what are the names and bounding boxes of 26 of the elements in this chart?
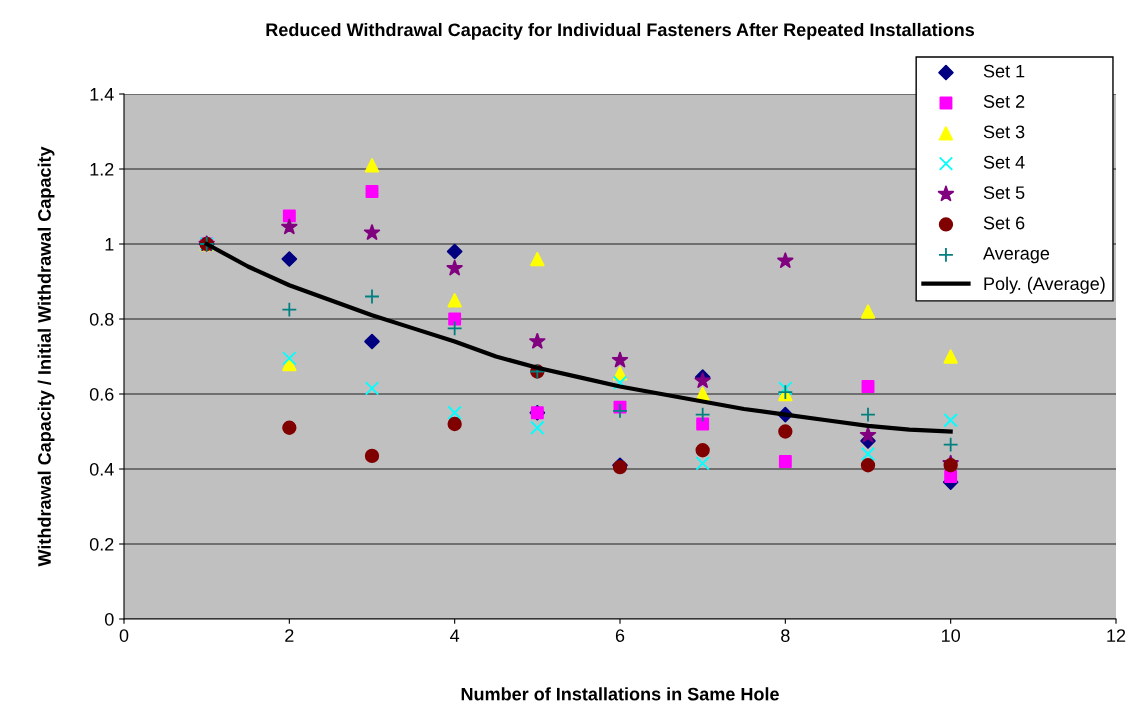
y-tick-label: 0.8 xyxy=(89,312,114,326)
x-tick-label: 10 xyxy=(942,629,960,642)
y-tick-label: 0 xyxy=(104,612,114,626)
y-axis-title: Withdrawal Capacity / Initial Withdrawal Capacity xyxy=(37,146,55,567)
legend-label: Set 3 xyxy=(983,125,1025,139)
x-tick-label: 12 xyxy=(1107,629,1126,642)
legend-label: Poly. (Average) xyxy=(984,276,1105,294)
legend-label: Average xyxy=(983,247,1050,264)
y-tick-label: 0.6 xyxy=(89,387,114,401)
x-axis-title: Number of Installations in Same Hole xyxy=(461,687,779,701)
y-tick-label: 1 xyxy=(105,238,114,251)
y-tick-label: 0.2 xyxy=(89,537,114,551)
chart-title: Reduced Withdrawal Capacity for Individual Fasteners After Repeated Installations xyxy=(266,22,975,40)
legend-label: Set 2 xyxy=(983,95,1025,108)
y-tick-label: 0.4 xyxy=(89,462,114,476)
y-tick-label: 1.2 xyxy=(90,162,114,176)
legend-label: Set 1 xyxy=(983,64,1025,78)
x-tick-label: 2 xyxy=(285,629,294,642)
x-tick-label: 6 xyxy=(615,629,625,642)
legend-label: Set 5 xyxy=(983,186,1025,199)
y-tick-label: 1.4 xyxy=(90,88,114,101)
x-tick-label: 4 xyxy=(450,629,460,642)
x-tick-label: 0 xyxy=(119,629,129,642)
x-tick-label: 8 xyxy=(781,629,790,642)
legend-label: Set 6 xyxy=(983,216,1025,230)
legend-label: Set 4 xyxy=(983,155,1025,169)
